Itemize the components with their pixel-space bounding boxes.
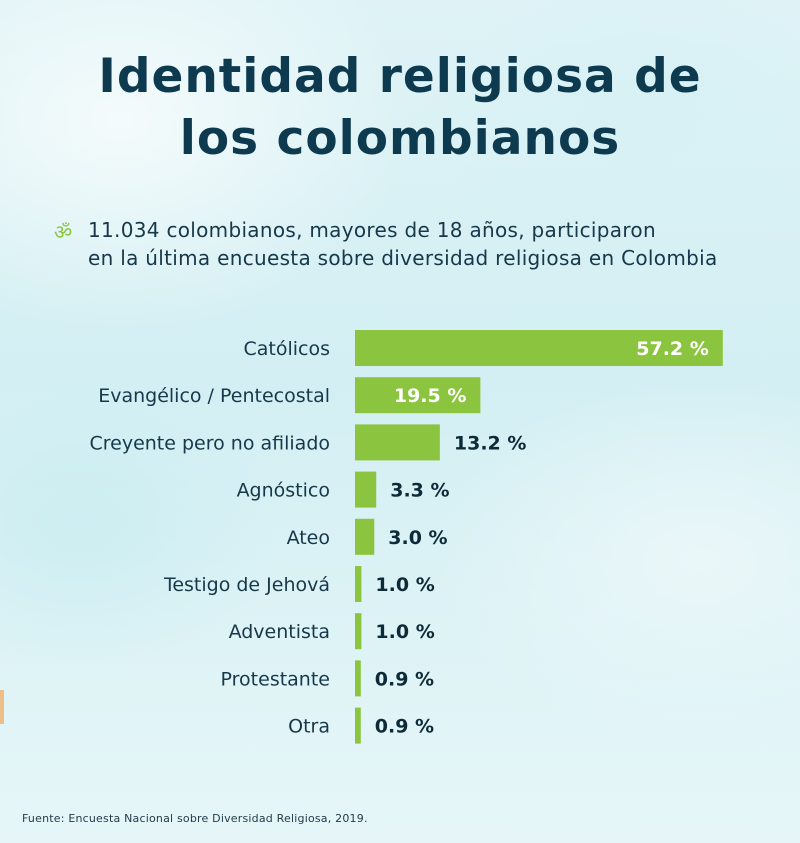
title-line-1: Identidad religiosa de [98,49,702,104]
category-label: Evangélico / Pentecostal [98,385,330,407]
value-label: 3.0 % [388,527,447,549]
bar [355,707,361,744]
value-label: 19.5 % [394,385,467,407]
bar [355,660,361,697]
om-icon: ॐ [54,220,73,244]
intro-line-1: 11.034 colombianos, mayores de 18 años, … [88,218,656,242]
decorative-edge [0,690,4,724]
page-title: Identidad religiosa de los colombianos [0,46,800,170]
bar [355,566,362,602]
category-label: Adventista [229,621,330,643]
intro-line-2: en la última encuesta sobre diversidad r… [88,246,718,270]
category-label: Agnóstico [237,480,330,502]
bar [355,518,375,555]
source-note: Fuente: Encuesta Nacional sobre Diversid… [22,812,368,825]
value-label: 3.3 % [390,480,449,502]
bar [355,471,377,508]
value-label: 1.0 % [375,621,434,643]
category-label: Católicos [243,338,330,360]
value-label: 0.9 % [375,668,434,690]
bar-chart: Católicos 57.2 % Evangélico / Pentecostal 1… [89,330,723,744]
value-label: 1.0 % [375,574,434,596]
category-label: Testigo de Jehová [163,574,330,596]
bar [355,424,440,461]
category-label: Protestante [221,668,330,690]
bar [355,377,481,414]
bar [355,613,362,650]
category-label: Creyente pero no afiliado [89,432,330,454]
value-label: 13.2 % [454,432,527,454]
bar [355,330,723,366]
category-label: Ateo [287,527,330,549]
intro-paragraph: 11.034 colombianos, mayores de 18 años, … [88,216,774,272]
value-label: 57.2 % [636,338,709,360]
category-label: Otra [288,716,330,738]
intro-text: ॐ 11.034 colombianos, mayores de 18 años… [54,216,774,272]
value-label: 0.9 % [375,716,434,738]
title-line-2: los colombianos [179,111,621,166]
